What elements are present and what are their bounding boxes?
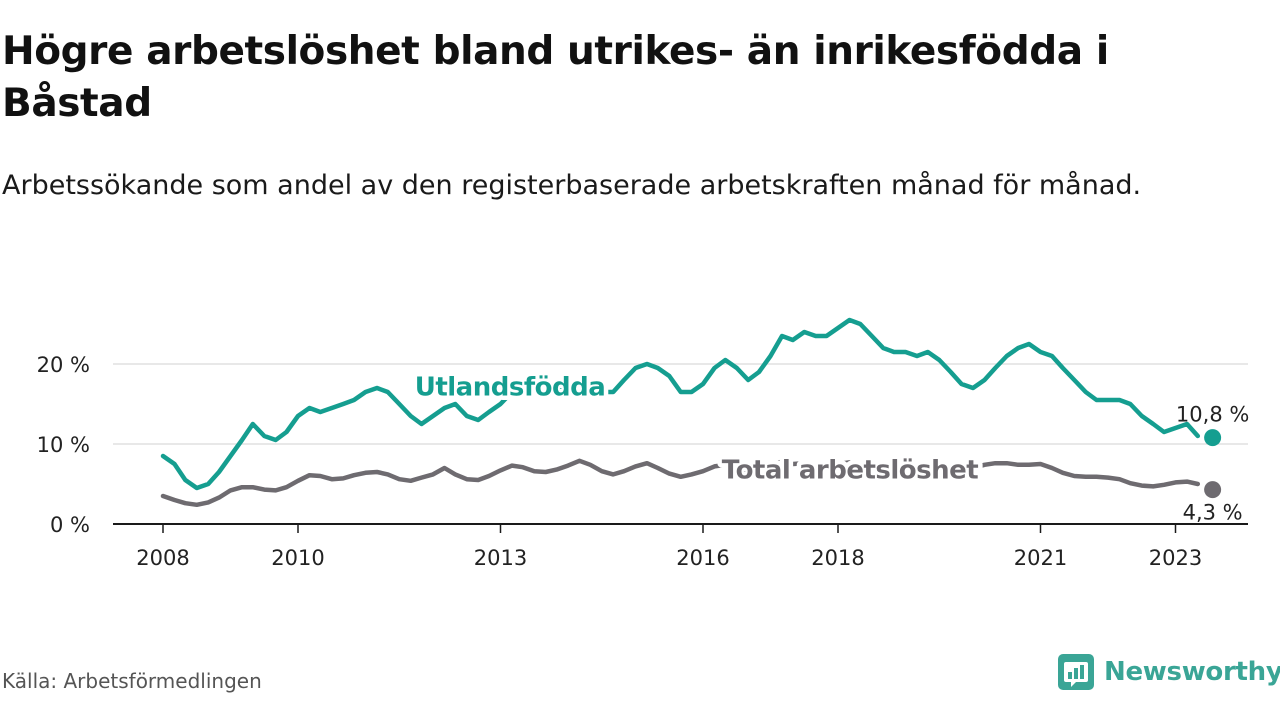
end-value-label-utlandsfodda: 10,8 % bbox=[1176, 403, 1249, 427]
brand-logo[interactable]: Newsworthy bbox=[1058, 654, 1280, 690]
chart-subtitle: Arbetssökande som andel av den registerb… bbox=[2, 170, 1142, 201]
series-label-utlandsfodda: Utlandsfödda bbox=[415, 372, 606, 402]
x-tick-label: 2008 bbox=[136, 546, 189, 570]
chart-title: Högre arbetslöshet bland utrikes- än inr… bbox=[2, 29, 1109, 126]
x-tick-label: 2016 bbox=[676, 546, 729, 570]
y-tick-label: 20 % bbox=[37, 353, 90, 377]
x-tick-label: 2018 bbox=[811, 546, 864, 570]
end-point-utlandsfodda bbox=[1204, 429, 1222, 447]
series-line-utlandsfodda bbox=[160, 317, 1201, 491]
newsworthy-logo-icon bbox=[1058, 654, 1094, 690]
y-tick-label: 0 % bbox=[50, 513, 90, 537]
brand-name: Newsworthy bbox=[1104, 657, 1280, 687]
end-value-label-total: 4,3 % bbox=[1183, 501, 1243, 525]
series-label-total: Total arbetslöshet bbox=[722, 456, 978, 486]
y-tick-label: 10 % bbox=[37, 433, 90, 457]
x-tick-label: 2010 bbox=[271, 546, 324, 570]
x-tick-label: 2013 bbox=[474, 546, 527, 570]
line-chart: 0 %10 %20 %2008 2010 2013 2016 2018 2021 2023 … bbox=[37, 317, 1249, 570]
source-text: Källa: Arbetsförmedlingen bbox=[2, 669, 262, 693]
series-line-total bbox=[160, 458, 1201, 508]
x-tick-label: 2023 bbox=[1149, 546, 1202, 570]
x-tick-label: 2021 bbox=[1014, 546, 1067, 570]
end-point-total bbox=[1204, 481, 1222, 499]
